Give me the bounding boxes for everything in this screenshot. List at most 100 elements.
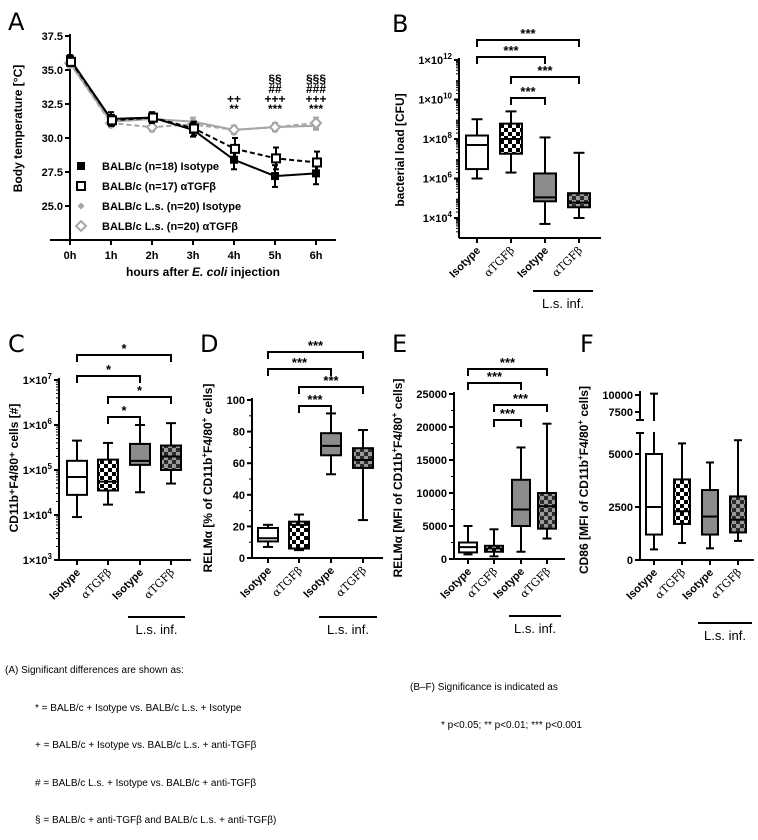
panel-label-a: A xyxy=(8,8,25,36)
y-tick-label: 1×104 xyxy=(423,210,453,225)
data-point xyxy=(66,56,76,67)
y-tick-label: 1×103 xyxy=(23,552,53,567)
legend-marker xyxy=(74,219,88,233)
y-axis-label: RELMα [% of CD11b+F4/80+ cells] xyxy=(200,384,215,573)
data-point xyxy=(145,120,159,134)
data-point xyxy=(107,115,117,126)
y-tick-label: 32.5 xyxy=(42,99,63,111)
box-3 xyxy=(160,422,182,485)
panel-f-chart: 025005000750010000IsotypeαTGFβIsotypeαTG… xyxy=(576,386,754,643)
y-tick-label: 1×106 xyxy=(23,417,53,432)
y-tick-label: 25.0 xyxy=(42,201,63,213)
box-2 xyxy=(533,136,557,225)
box xyxy=(160,444,182,471)
x-tick-label: 0h xyxy=(64,250,77,262)
significance-bracket: * xyxy=(107,383,172,404)
significance-bracket: *** xyxy=(510,84,546,105)
box xyxy=(257,526,279,543)
significance-bracket: *** xyxy=(298,373,364,394)
y-axis-label-part: F4/80 xyxy=(391,417,405,448)
bracket-line xyxy=(510,76,580,84)
x-axis-label-part: E. coli xyxy=(192,265,228,279)
y-tick-label: 60 xyxy=(233,458,245,470)
box-1 xyxy=(499,110,523,174)
significance-annotation: +++ xyxy=(305,92,326,106)
x-tick-label: αTGFβ xyxy=(269,564,305,600)
y-axis-label: CD11b⁺F4/80⁺ cells [#] xyxy=(7,404,21,533)
y-tick-exponent: 3 xyxy=(48,552,53,561)
x-tick-label: 2h xyxy=(146,250,159,262)
box-2 xyxy=(701,461,719,550)
y-tick-label: 5000 xyxy=(423,521,447,533)
figure: A BC D E F25.027.530.032.535.037.50h 1h 2h 3h 4h… xyxy=(7,8,754,643)
panel-d-chart: 020406080100IsotypeαTGFβIsotypeαTGFβL.s.… xyxy=(200,338,383,637)
bracket-line xyxy=(493,404,548,412)
y-tick-label: 1×1010 xyxy=(418,92,452,107)
x-tick-label: αTGFβ xyxy=(708,566,744,602)
y-tick-label: 1×105 xyxy=(23,462,53,477)
y-tick-label: 2500 xyxy=(609,502,633,514)
footnote-a-line: + = BALB/c + Isotype vs. BALB/c L.s. + a… xyxy=(35,740,257,751)
y-tick-exponent: 6 xyxy=(48,417,53,426)
x-axis-label: hours after E. coli injection xyxy=(126,265,280,279)
box-2 xyxy=(511,446,531,553)
data-point xyxy=(189,123,199,134)
significance-bracket: *** xyxy=(267,355,332,376)
y-axis-label: bacterial load [CFU] xyxy=(393,93,407,206)
significance-annotation: §§ xyxy=(268,72,282,86)
box xyxy=(465,134,489,171)
significance-annotation: ** xyxy=(229,102,239,116)
group-label: L.s. inf. xyxy=(514,621,556,636)
box xyxy=(352,447,374,469)
box-3 xyxy=(567,151,591,219)
data-point xyxy=(230,143,240,154)
bracket-line xyxy=(467,368,548,376)
x-tick-label: Isotype xyxy=(680,567,716,603)
significance-annotation: +++ xyxy=(264,92,285,106)
y-axis-label-part: F4/80 xyxy=(201,422,215,453)
y-axis-label-part: RELMα [MFI of CD11b xyxy=(391,453,405,578)
bracket-line xyxy=(467,382,522,390)
y-tick-exponent: 12 xyxy=(443,52,452,61)
x-tick-label: 3h xyxy=(187,250,200,262)
box-3 xyxy=(537,422,557,540)
box xyxy=(567,192,591,209)
box-2 xyxy=(129,424,151,494)
footnote-panel-a: (A) Significant differences are shown as… xyxy=(5,640,276,840)
box-0 xyxy=(66,439,88,519)
y-tick-label: 20000 xyxy=(416,422,447,434)
significance-bracket: *** xyxy=(476,26,580,47)
x-tick-label: Isotype xyxy=(238,565,274,601)
bracket-line xyxy=(107,416,141,424)
box xyxy=(645,453,663,536)
y-tick-label: 1×108 xyxy=(423,131,453,146)
y-axis-label-part: cells] xyxy=(201,384,215,418)
y-tick-label: 80 xyxy=(233,427,245,439)
y-tick-label: 40 xyxy=(233,490,245,502)
panel-label-b: B xyxy=(392,10,408,38)
group-label: L.s. inf. xyxy=(542,296,584,311)
significance-label: *** xyxy=(500,406,516,421)
footnote-bf-line: * p<0.05; ** p<0.01; *** p<0.001 xyxy=(441,719,582,731)
legend: BALB/c (n=18) Isotype BALB/c (n=17) αTGFβ… xyxy=(74,161,241,233)
significance-annotation: *** xyxy=(309,102,323,116)
y-axis-label-part: cells] xyxy=(391,379,405,413)
significance-label: *** xyxy=(487,369,503,384)
x-tick-label: 4h xyxy=(228,250,241,262)
y-tick-label: 10000 xyxy=(602,390,633,402)
box-1 xyxy=(97,441,119,506)
significance-label: * xyxy=(121,403,127,418)
x-tick-label: αTGFβ xyxy=(78,566,114,602)
x-axis-label-part: hours after xyxy=(126,265,192,279)
y-tick-base: 1×10 xyxy=(418,55,443,67)
box xyxy=(729,495,747,534)
y-tick-label: 0 xyxy=(441,554,447,566)
data-point xyxy=(148,112,158,123)
y-tick-base: 1×10 xyxy=(23,375,48,387)
significance-bracket: * xyxy=(76,362,141,383)
y-axis-label-sup: + xyxy=(576,420,585,425)
group-label: L.s. inf. xyxy=(327,622,369,637)
bracket-line xyxy=(267,351,364,359)
data-point xyxy=(312,157,322,168)
box-3 xyxy=(352,429,374,522)
